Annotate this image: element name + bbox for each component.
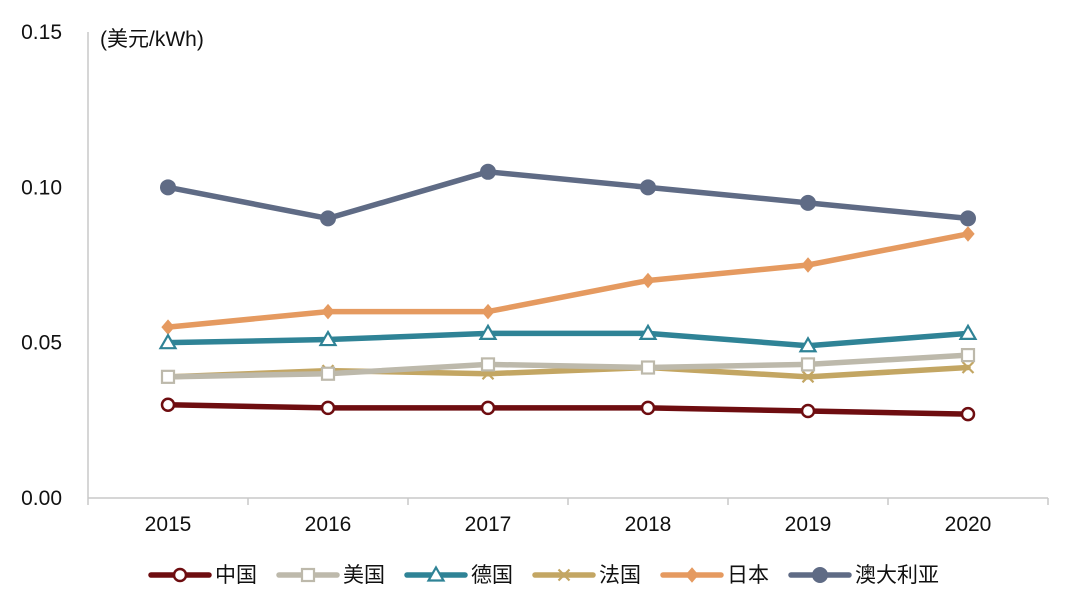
data-point [801, 257, 815, 273]
legend-swatch-marker [426, 565, 446, 582]
x-tick-label: 2015 [145, 513, 192, 536]
data-point [160, 397, 176, 413]
y-tick-label: 0.05 [21, 332, 62, 355]
legend-item: 澳大利亚 [788, 564, 939, 587]
series-4 [161, 226, 975, 335]
tick-labels: 0.00 0.05 0.10 0.15 2015 2016 2017 2018 2019 2020 [21, 21, 991, 536]
y-unit-label: (美元/kWh) [100, 28, 204, 51]
data-point [800, 357, 816, 372]
x-tick-label: 2018 [625, 513, 672, 536]
legend-item: 法国 [532, 564, 641, 587]
x-tick-label: 2016 [305, 513, 352, 536]
series-line [165, 330, 971, 349]
data-point [638, 323, 658, 340]
data-point [641, 272, 655, 289]
series-line [165, 169, 971, 222]
series-1 [160, 347, 976, 384]
series-line [165, 352, 971, 380]
legend-label: 法国 [599, 564, 641, 587]
data-point [480, 400, 496, 416]
data-point [320, 400, 336, 416]
legend-label: 德国 [471, 564, 513, 587]
x-tick-label: 2020 [945, 513, 992, 536]
legend-item: 德国 [404, 564, 513, 587]
data-point [478, 323, 498, 340]
data-point [800, 194, 816, 211]
series-0 [160, 397, 976, 422]
data-point [320, 366, 336, 381]
y-tick-label: 0.00 [21, 487, 62, 510]
x-tick-label: 2019 [785, 513, 832, 536]
data-point [960, 210, 976, 227]
data-point [480, 357, 496, 372]
series-line [165, 402, 971, 417]
data-point [640, 360, 656, 375]
data-point [801, 370, 815, 384]
data-point [160, 369, 176, 384]
legend-item: 日本 [660, 564, 769, 587]
legend-swatch-marker [685, 567, 699, 583]
y-tick-label: 0.15 [21, 21, 62, 44]
series-5 [160, 163, 976, 227]
data-point [960, 347, 976, 363]
legend-label: 澳大利亚 [855, 564, 939, 587]
data-point [961, 361, 975, 374]
data-point [318, 329, 338, 347]
axes [87, 32, 1049, 505]
legend-item: 中国 [148, 564, 257, 587]
data-point [961, 226, 975, 242]
series-2 [158, 323, 978, 353]
data-point [158, 332, 178, 350]
data-point [958, 323, 978, 340]
series-layer [158, 163, 978, 422]
data-point [321, 303, 335, 320]
legend-label: 美国 [343, 564, 385, 587]
data-point [960, 406, 976, 422]
legend-swatch-marker [172, 567, 188, 583]
legend-label: 日本 [727, 564, 769, 587]
x-tick-label: 2017 [465, 513, 512, 536]
data-point [320, 210, 336, 227]
data-point [161, 319, 175, 335]
legend-swatch-marker [300, 567, 316, 583]
legend: 中国 美国 德国 法国 日本 澳大利亚 [148, 564, 939, 587]
legend-item: 美国 [276, 564, 385, 587]
data-point [481, 303, 495, 320]
data-point [798, 336, 818, 353]
data-point [640, 179, 656, 196]
legend-swatch-marker [812, 567, 828, 583]
data-point [480, 163, 496, 180]
data-point [160, 179, 176, 196]
legend-swatch-marker [557, 568, 571, 582]
data-point [800, 403, 816, 419]
y-tick-label: 0.10 [21, 176, 62, 199]
data-point [640, 400, 656, 416]
legend-label: 中国 [215, 564, 257, 587]
series-line [165, 231, 971, 330]
